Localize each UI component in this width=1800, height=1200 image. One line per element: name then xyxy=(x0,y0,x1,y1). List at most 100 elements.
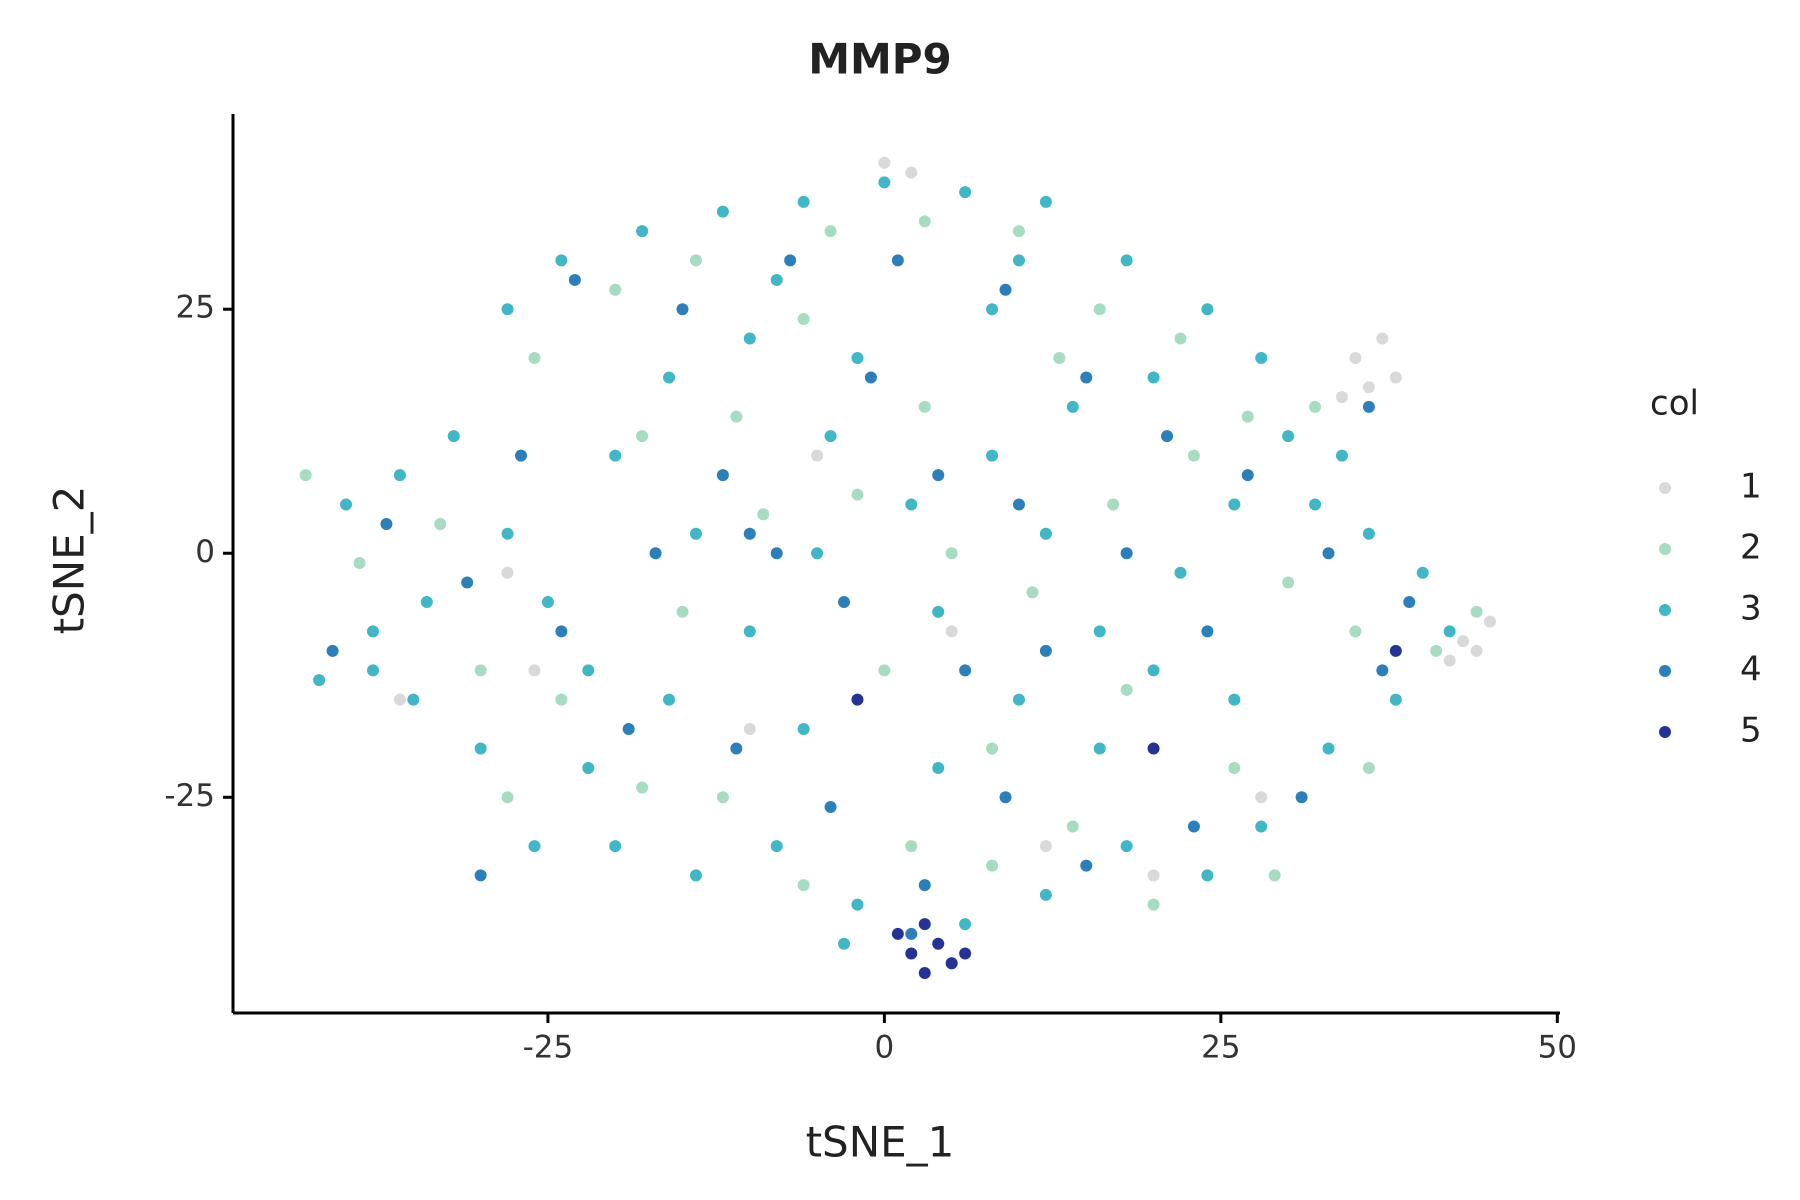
point xyxy=(1457,635,1470,648)
point xyxy=(1241,469,1254,482)
point xyxy=(1147,742,1160,755)
point xyxy=(555,693,568,706)
point xyxy=(932,469,945,482)
point xyxy=(340,498,353,511)
point xyxy=(555,625,568,638)
point xyxy=(636,430,649,443)
legend-label: 1 xyxy=(1740,467,1762,507)
point xyxy=(1322,742,1335,755)
point xyxy=(1335,391,1348,404)
point xyxy=(366,664,379,677)
point xyxy=(1093,625,1106,638)
point xyxy=(986,449,999,462)
point xyxy=(501,791,514,804)
point xyxy=(878,156,891,169)
point xyxy=(1147,664,1160,677)
point xyxy=(663,693,676,706)
point xyxy=(743,722,756,735)
point xyxy=(851,352,864,365)
point xyxy=(1187,449,1200,462)
point xyxy=(1295,791,1308,804)
point xyxy=(689,869,702,882)
y-axis-title: tSNE_2 xyxy=(45,486,94,635)
point xyxy=(1389,644,1402,657)
x-tick-label: 50 xyxy=(1538,1030,1577,1066)
point xyxy=(1362,400,1375,413)
x-tick-label: 0 xyxy=(875,1030,895,1066)
chart-title: MMP9 xyxy=(808,35,952,84)
point xyxy=(891,254,904,267)
point xyxy=(878,664,891,677)
y-tick-label: -25 xyxy=(164,778,215,814)
point xyxy=(770,547,783,560)
point xyxy=(824,225,837,238)
point xyxy=(1362,381,1375,394)
legend-key xyxy=(1659,604,1671,616)
point xyxy=(447,430,460,443)
point xyxy=(1039,527,1052,540)
point xyxy=(609,840,622,853)
point xyxy=(461,576,474,589)
legend-key xyxy=(1659,665,1671,677)
point xyxy=(1309,400,1322,413)
legend-key xyxy=(1659,482,1671,494)
point xyxy=(366,625,379,638)
point xyxy=(528,840,541,853)
point xyxy=(1255,352,1268,365)
point xyxy=(1268,869,1281,882)
point xyxy=(636,781,649,794)
point xyxy=(1362,527,1375,540)
point xyxy=(1012,693,1025,706)
point xyxy=(797,722,810,735)
point xyxy=(528,352,541,365)
point xyxy=(1255,820,1268,833)
point xyxy=(878,176,891,189)
point xyxy=(824,430,837,443)
point xyxy=(811,547,824,560)
point xyxy=(313,674,326,687)
point xyxy=(999,283,1012,296)
point xyxy=(1228,761,1241,774)
x-tick-label: 25 xyxy=(1201,1030,1240,1066)
point xyxy=(1443,625,1456,638)
legend-label: 3 xyxy=(1740,589,1762,629)
legend-label: 2 xyxy=(1740,528,1762,568)
point xyxy=(716,469,729,482)
point xyxy=(1012,498,1025,511)
point xyxy=(851,898,864,911)
point xyxy=(1282,430,1295,443)
point xyxy=(541,596,554,609)
point xyxy=(918,879,931,892)
point xyxy=(905,498,918,511)
point xyxy=(1120,254,1133,267)
point xyxy=(1039,644,1052,657)
point xyxy=(1484,615,1497,628)
point xyxy=(838,937,851,950)
point xyxy=(959,664,972,677)
point xyxy=(1443,654,1456,667)
point xyxy=(932,937,945,950)
point xyxy=(420,596,433,609)
x-axis-title: tSNE_1 xyxy=(806,1118,955,1167)
point xyxy=(515,449,528,462)
point xyxy=(393,469,406,482)
point xyxy=(1349,625,1362,638)
point xyxy=(1080,859,1093,872)
legend-label: 5 xyxy=(1740,711,1762,751)
point xyxy=(1174,566,1187,579)
point xyxy=(1430,644,1443,657)
point xyxy=(743,625,756,638)
point xyxy=(1161,430,1174,443)
point xyxy=(1376,664,1389,677)
point xyxy=(1389,371,1402,384)
point xyxy=(1322,547,1335,560)
point xyxy=(501,303,514,316)
point xyxy=(1309,498,1322,511)
point xyxy=(918,966,931,979)
y-tick-label: 0 xyxy=(195,534,215,570)
point xyxy=(891,927,904,940)
point xyxy=(1120,840,1133,853)
point xyxy=(784,254,797,267)
point xyxy=(757,508,770,521)
point xyxy=(716,205,729,218)
